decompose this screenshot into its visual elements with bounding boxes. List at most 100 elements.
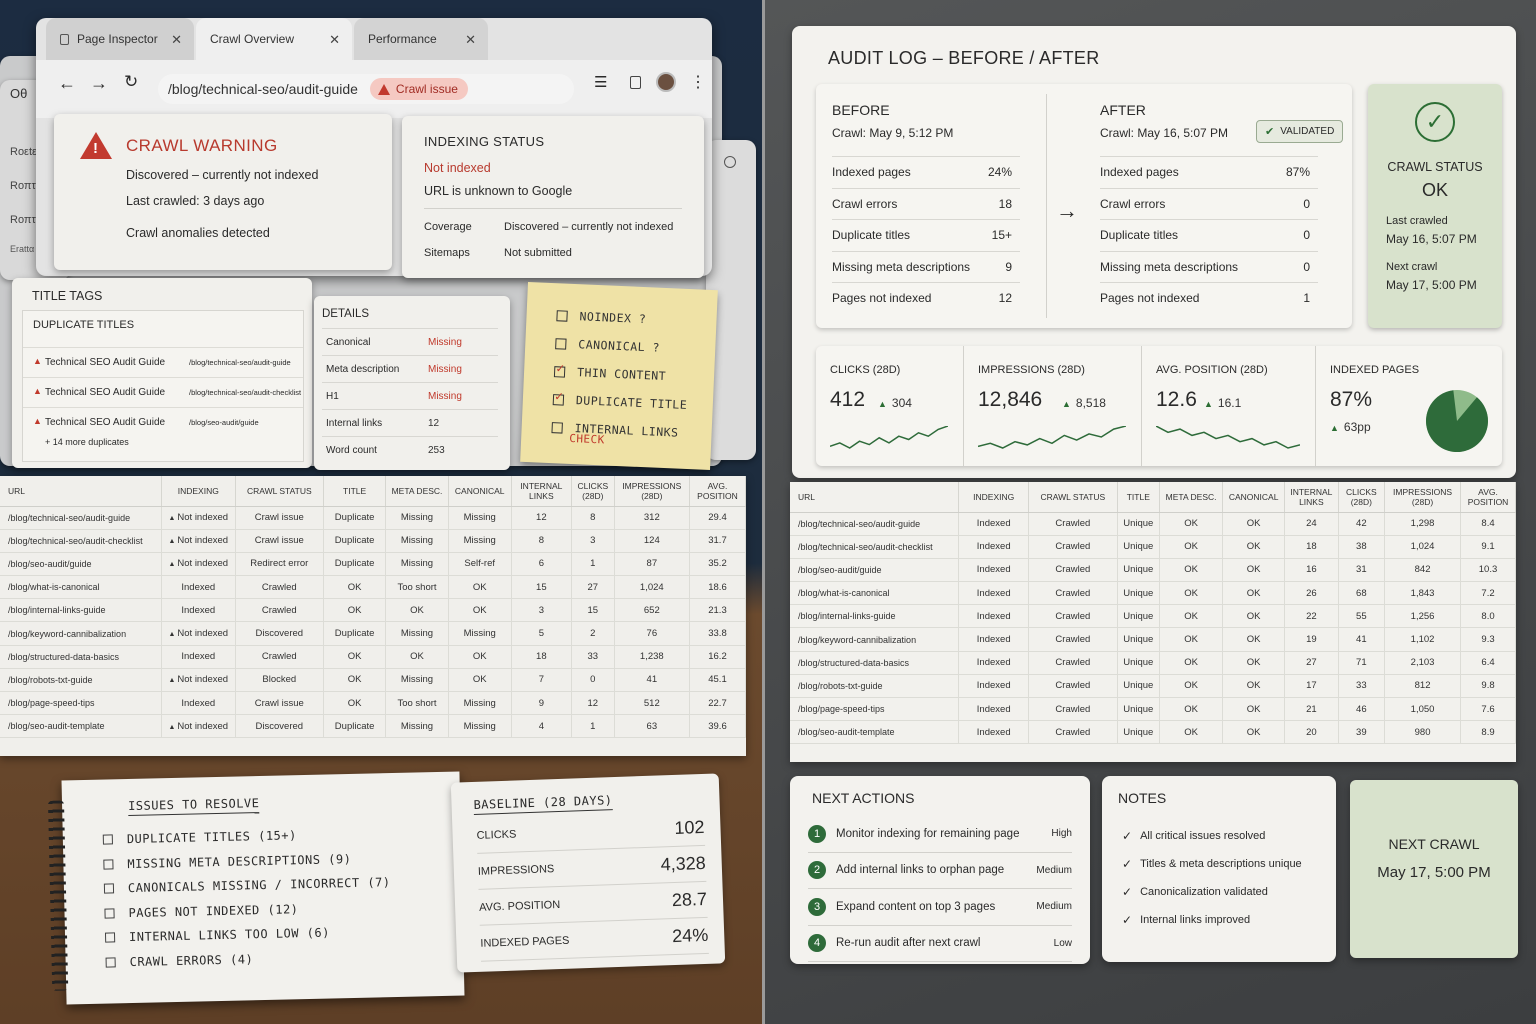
warning-icon	[80, 132, 112, 159]
column-header[interactable]: CLICKS (28D)	[1338, 482, 1386, 513]
cell-text: Redirect error	[250, 558, 309, 570]
column-header[interactable]: META DESC.	[1159, 482, 1224, 513]
table-row[interactable]: /blog/page-speed-tips Indexed Crawled Uniqu…	[790, 697, 1516, 722]
column-header[interactable]: INTERNAL LINKS	[511, 476, 572, 507]
column-header[interactable]: AVG. POSITION	[689, 476, 747, 507]
action-item[interactable]: 2 Add internal links to orphan page Medium	[808, 853, 1072, 889]
stat-value: 87%	[1330, 388, 1373, 411]
close-icon[interactable]: ✕	[329, 32, 340, 47]
check-circle-icon: ✓	[1415, 102, 1455, 142]
duplicate-title-row[interactable]: ▲ Technical SEO Audit Guide/blog/seo-audi…	[23, 407, 303, 435]
column-header[interactable]: INDEXING	[958, 482, 1030, 513]
cell-text: 33.8	[708, 628, 727, 640]
table-cell: 18.6	[689, 575, 747, 600]
crawl-issue-badge[interactable]: Crawl issue	[369, 78, 468, 100]
table-row[interactable]: /blog/internal-links-guide Indexed Crawled…	[0, 598, 747, 623]
column-header[interactable]: CLICKS (28D)	[571, 476, 615, 507]
column-header[interactable]: CANONICAL	[1222, 482, 1286, 513]
back-arrow-icon[interactable]: ←	[58, 73, 76, 93]
table-cell: 842	[1384, 558, 1462, 583]
tab-crawl-overview[interactable]: Crawl Overview ✕	[196, 18, 352, 60]
tab-performance[interactable]: Performance ✕	[354, 18, 488, 60]
sparkline	[1156, 426, 1300, 449]
action-item[interactable]: 3 Expand content on top 3 pages Medium	[808, 889, 1072, 926]
issues-title: ISSUES TO RESOLVE	[127, 796, 260, 817]
table-row[interactable]: /blog/keyword-cannibalization ▲ Not indexe…	[0, 621, 747, 646]
table-row[interactable]: /blog/technical-seo/audit-guide Indexed Cr…	[790, 512, 1516, 536]
column-header[interactable]: URL	[790, 482, 960, 513]
duplicate-title-row[interactable]: ▲ Technical SEO Audit Guide/blog/technica…	[23, 377, 303, 405]
table-row[interactable]: /blog/technical-seo/audit-checklist ▲ Not …	[0, 529, 747, 553]
column-header[interactable]: AVG. POSITION	[1460, 482, 1516, 513]
duplicate-title-row[interactable]: ▲ Technical SEO Audit Guide/blog/technica…	[23, 347, 303, 375]
forward-arrow-icon[interactable]: →	[90, 73, 108, 93]
table-row[interactable]: /blog/what-is-canonical Indexed Crawled Uni…	[790, 581, 1516, 606]
bag-icon[interactable]	[630, 76, 641, 89]
cell-text: Crawled	[1055, 703, 1091, 715]
avatar[interactable]	[656, 72, 676, 92]
cell-text: 16	[1306, 564, 1317, 576]
column-header[interactable]: INDEXING	[161, 476, 236, 507]
table-row[interactable]: /blog/internal-links-guide Indexed Crawled…	[790, 604, 1516, 629]
cell-text: Discovered	[255, 628, 304, 640]
table-cell: Indexed	[161, 691, 236, 716]
kebab-menu-icon[interactable]: ⋮	[690, 74, 706, 91]
table-cell: 7.6	[1460, 697, 1516, 722]
table-cell: OK	[1222, 720, 1286, 745]
tab-page-inspector[interactable]: Page Inspector ✕	[46, 18, 194, 60]
cell-text: Not indexed	[177, 558, 229, 570]
table-row[interactable]: /blog/seo-audit-template ▲ Not indexed Disc…	[0, 714, 747, 739]
column-header[interactable]: CRAWL STATUS	[1028, 482, 1118, 513]
table-row[interactable]: /blog/structured-data-basics Indexed Crawl…	[0, 645, 747, 669]
cell-text: /blog/structured-data-basics	[8, 651, 120, 662]
field-value: Not submitted	[504, 247, 572, 259]
table-row[interactable]: /blog/keyword-cannibalization Indexed Craw…	[790, 627, 1516, 652]
checkbox-icon	[102, 834, 113, 845]
crawl-status-card: ✓ CRAWL STATUS OK Last crawled May 16, 5…	[1368, 84, 1502, 328]
table-row[interactable]: /blog/robots-txt-guide ▲ Not indexed Blocke…	[0, 668, 747, 693]
column-header[interactable]: TITLE	[1117, 482, 1160, 513]
table-cell: OK	[1159, 674, 1224, 699]
cell-text: OK	[1184, 680, 1198, 692]
action-item[interactable]: 1 Monitor indexing for remaining page High	[808, 816, 1072, 853]
column-header[interactable]: TITLE	[323, 476, 387, 507]
reload-icon[interactable]: ↻	[124, 72, 139, 91]
column-header[interactable]: CANONICAL	[448, 476, 512, 507]
baseline-label: AVG. POSITION	[478, 898, 561, 914]
table-row[interactable]: /blog/page-speed-tips Indexed Crawl issue O…	[0, 691, 747, 716]
close-icon[interactable]: ✕	[171, 32, 182, 47]
table-row[interactable]: /blog/seo-audit-template Indexed Crawled Un…	[790, 720, 1516, 745]
column-header[interactable]: IMPRESSIONS (28D)	[1384, 482, 1462, 513]
column-header[interactable]: URL	[0, 476, 162, 507]
stat-value: 12,846	[978, 388, 1043, 411]
column-header[interactable]: CRAWL STATUS	[235, 476, 324, 507]
table-row[interactable]: /blog/seo-audit/guide ▲ Not indexed Redirec…	[0, 552, 747, 577]
column-header[interactable]: IMPRESSIONS (28D)	[614, 476, 690, 507]
circle-icon	[724, 156, 736, 168]
table-cell: Crawled	[1028, 651, 1118, 675]
table-row[interactable]: /blog/what-is-canonical Indexed Crawled OK T…	[0, 575, 747, 600]
address-bar[interactable]: /blog/technical-seo/audit-guide Crawl is…	[158, 74, 574, 104]
card-title: NOTES	[1118, 790, 1167, 806]
table-cell: Indexed	[958, 674, 1030, 699]
stat-tile: CLICKS (28D) 412 ▲ 304	[816, 346, 964, 466]
table-cell: OK	[1222, 697, 1286, 722]
table-row[interactable]: /blog/robots-txt-guide Indexed Crawled Uniq…	[790, 674, 1516, 699]
table-cell: ▲ Not indexed	[161, 714, 236, 739]
table-cell: Crawled	[1028, 512, 1118, 536]
more-duplicates-link[interactable]: + 14 more duplicates	[45, 437, 129, 447]
up-arrow-icon: ▲	[1204, 399, 1213, 409]
list-icon[interactable]: ☰	[594, 74, 608, 91]
table-row[interactable]: /blog/technical-seo/audit-checklist Index…	[790, 535, 1516, 559]
next-crawl-label: Next crawl	[1386, 261, 1438, 273]
note-item: ✓ All critical issues resolved	[1122, 822, 1322, 850]
column-header[interactable]: META DESC.	[385, 476, 449, 507]
action-item[interactable]: 4 Re-run audit after next crawl Low	[808, 926, 1072, 962]
column-header[interactable]: INTERNAL LINKS	[1284, 482, 1339, 513]
check-icon: ✓	[1122, 913, 1133, 927]
close-icon[interactable]: ✕	[465, 32, 476, 47]
table-cell: 3	[571, 529, 615, 553]
table-row[interactable]: /blog/technical-seo/audit-guide ▲ Not inde…	[0, 506, 747, 530]
table-row[interactable]: /blog/seo-audit/guide Indexed Crawled Uniqu…	[790, 558, 1516, 583]
table-row[interactable]: /blog/structured-data-basics Indexed Crawl…	[790, 651, 1516, 675]
